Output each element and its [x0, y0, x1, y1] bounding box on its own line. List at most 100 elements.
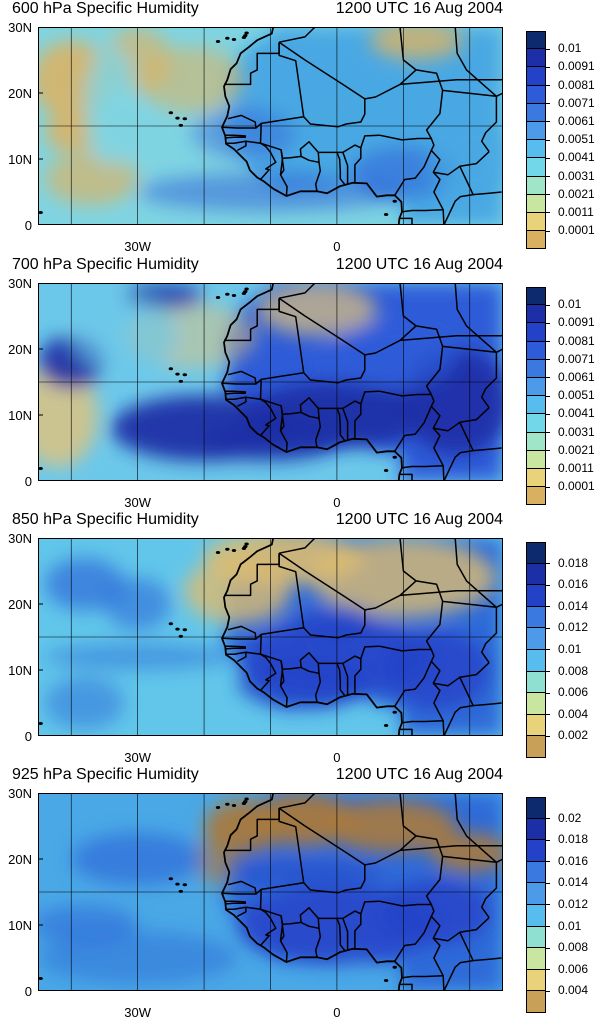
colorbar-label: 0.01 — [558, 41, 582, 56]
island — [392, 199, 397, 203]
colorbar-label: 0.0001 — [558, 479, 595, 494]
country-border — [442, 600, 498, 664]
colorbar-swatch — [526, 49, 546, 68]
country-border — [415, 580, 444, 650]
island — [215, 40, 221, 44]
latitude-label: 20N — [8, 852, 32, 867]
colorbar-swatch — [526, 323, 546, 342]
country-border — [442, 855, 498, 919]
colorbar-label: 0.0031 — [558, 424, 595, 439]
latitude-label: 30N — [8, 20, 32, 35]
country-border — [342, 144, 362, 183]
country-border — [314, 928, 322, 958]
colorbar-swatch — [526, 797, 546, 819]
panel-timestamp: 1200 UTC 16 Aug 2004 — [335, 256, 503, 273]
country-border — [279, 158, 284, 175]
latitude-label: 0 — [24, 218, 32, 233]
colorbar-swatch — [526, 926, 546, 949]
colorbar-legend: 0.01 0.0091 0.0081 0.0071 0.0061 0.0051 0.0041… — [526, 31, 600, 250]
island — [231, 38, 237, 42]
country-border — [225, 390, 247, 395]
island — [215, 296, 221, 300]
colorbar-swatch — [526, 948, 546, 970]
colorbar-swatch — [526, 158, 546, 177]
colorbar-swatch — [526, 140, 546, 159]
country-border — [432, 682, 445, 736]
country-border — [314, 418, 322, 448]
colorbar-swatch — [526, 176, 546, 195]
coastline — [221, 283, 403, 481]
island — [383, 723, 389, 727]
country-border — [430, 149, 490, 176]
longitude-label: 30W — [124, 495, 152, 510]
coastline — [221, 538, 403, 736]
colorbar-label: 0.0011 — [558, 460, 594, 475]
latitude-label: 20N — [8, 342, 32, 357]
colorbar-swatch — [526, 904, 546, 927]
country-border — [245, 396, 277, 436]
latitude-label: 0 — [24, 729, 32, 744]
humidity-contour-region — [38, 362, 98, 468]
colorbar-label: 0.006 — [558, 961, 589, 976]
country-border — [225, 900, 247, 905]
country-border — [259, 634, 343, 675]
island — [392, 455, 397, 459]
colorbar-label: 0.012 — [558, 620, 589, 635]
island — [175, 882, 180, 886]
island — [215, 806, 221, 810]
humidity-contour-region — [137, 46, 244, 113]
colorbar-label: 0.0031 — [558, 168, 595, 183]
humidity-panel: 850 hPa Specific Humidity 1200 UTC 16 Aug… — [0, 511, 600, 767]
colorbar-swatch — [526, 563, 546, 586]
country-border — [399, 79, 503, 97]
island — [383, 212, 389, 216]
colorbar-swatch — [526, 414, 546, 433]
humidity-contour-region — [44, 557, 125, 611]
humidity-contour-region — [383, 878, 490, 945]
country-border — [225, 134, 247, 139]
country-border — [399, 538, 417, 582]
colorbar-swatch — [526, 359, 546, 378]
colorbar-swatch — [526, 542, 546, 564]
latitude-label: 10N — [8, 408, 32, 423]
island — [225, 292, 230, 296]
humidity-map — [38, 283, 503, 481]
colorbar-legend: 0.01 0.0091 0.0081 0.0071 0.0061 0.0051 0.0041… — [526, 287, 600, 506]
panel-title: 600 hPa Specific Humidity — [12, 0, 199, 17]
country-border — [415, 69, 444, 139]
colorbar-label: 0.0061 — [558, 113, 595, 128]
country-border — [342, 400, 362, 439]
colorbar-label: 0.0081 — [558, 77, 595, 92]
colorbar-swatch — [526, 212, 546, 232]
colorbar-legend: 0.018 0.016 0.014 0.012 0.01 0.008 0.006 0.004 0… — [526, 542, 600, 758]
island — [225, 802, 230, 806]
colorbar-legend: 0.02 0.018 0.016 0.014 0.012 0.01 0.008 0.006 0.… — [526, 797, 600, 1013]
panel-title: 700 hPa Specific Humidity — [12, 256, 199, 273]
island — [231, 294, 237, 298]
panel-timestamp: 1200 UTC 16 Aug 2004 — [335, 766, 503, 783]
island — [168, 111, 174, 115]
colorbar-label: 0.0071 — [558, 95, 595, 110]
country-border — [394, 138, 435, 196]
humidity-contour-region — [184, 557, 291, 624]
colorbar-label: 0.01 — [558, 641, 582, 656]
colorbar-swatch — [526, 287, 546, 306]
colorbar-label: 0.002 — [558, 728, 589, 743]
country-border — [394, 649, 435, 707]
panel-timestamp: 1200 UTC 16 Aug 2004 — [335, 511, 503, 528]
country-border — [360, 645, 432, 660]
colorbar-swatch — [526, 450, 546, 469]
country-border — [225, 645, 247, 650]
island — [168, 877, 174, 881]
humidity-map — [38, 27, 503, 225]
country-border — [336, 663, 346, 697]
panel-timestamp: 1200 UTC 16 Aug 2004 — [335, 0, 503, 17]
colorbar-label: 0.018 — [558, 832, 589, 847]
colorbar-swatch — [526, 121, 546, 141]
coastline — [221, 27, 403, 225]
humidity-contour-region — [429, 832, 503, 873]
longitude-label: 0 — [333, 495, 341, 510]
country-border — [394, 394, 435, 452]
humidity-contour-region — [44, 676, 125, 730]
colorbar-label: 0.0051 — [558, 388, 595, 403]
